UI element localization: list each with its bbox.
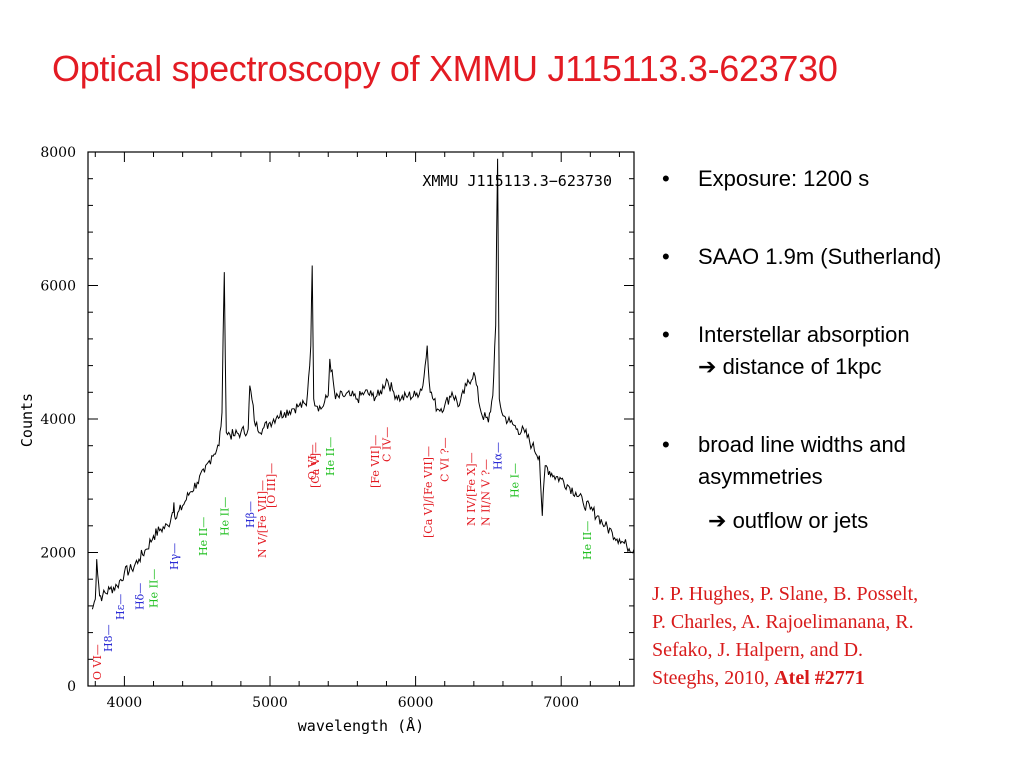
line-label: H8—	[102, 624, 115, 652]
line-label: He I—	[508, 463, 521, 498]
bullet-dot: •	[662, 432, 670, 457]
line-label: [Fe VII]—	[369, 435, 382, 488]
arrow-icon: ➔	[698, 354, 717, 379]
slide-title: Optical spectroscopy of XMMU J115113.3-6…	[52, 48, 838, 89]
y-axis-label: Counts	[18, 393, 36, 447]
bullet-text: SAAO 1.9m (Sutherland)	[698, 244, 942, 269]
y-tick-label: 4000	[40, 412, 76, 428]
line-label: He II—	[197, 517, 210, 556]
line-label: He II—	[148, 569, 161, 608]
line-label: O VI—	[91, 644, 104, 680]
line-label: He II—	[218, 497, 231, 536]
x-tick-label: 6000	[398, 695, 434, 711]
bullet-dot: •	[662, 244, 670, 269]
subpoint-text: distance of 1kpc	[722, 354, 882, 379]
line-label: N II/N V ?—	[480, 459, 493, 526]
bullet-text: Interstellar absorption	[698, 322, 910, 347]
chart-axes: 4000 5000 6000 7000 0 2000 4000 6000 8000	[40, 145, 635, 711]
citation-line: Steeghs, 2010, Atel #2771	[652, 664, 1012, 692]
y-tick-label: 0	[67, 679, 76, 695]
chart-title: XMMU J115113.3−623730	[422, 172, 612, 190]
citation-authors-end: Steeghs, 2010,	[652, 667, 775, 689]
line-label: Hβ—	[244, 501, 257, 528]
bullet-continuation: asymmetries	[698, 464, 823, 489]
line-label: C IV—	[381, 427, 394, 462]
line-label: [Ca V]—	[309, 442, 322, 488]
line-label: Hδ—	[133, 583, 146, 610]
x-tick-label: 7000	[543, 695, 579, 711]
line-label: O VI—	[306, 444, 319, 480]
y-tick-label: 6000	[40, 279, 76, 295]
x-tick-label: 5000	[252, 695, 288, 711]
line-label: He II—	[324, 437, 337, 476]
x-tick-label: 4000	[107, 695, 143, 711]
bullet-text: Exposure: 1200 s	[698, 166, 870, 191]
bullet-dot: •	[662, 322, 670, 347]
arrow-icon: ➔	[708, 508, 727, 533]
x-axis-label: wavelength (Å)	[298, 716, 424, 735]
spectrum-line	[91, 158, 635, 610]
line-identifications: O VI—H8—Hε— Hδ— He II—Hγ—He II—He II— Hβ— N …	[91, 427, 594, 680]
citation: J. P. Hughes, P. Slane, B. Posselt, P. C…	[652, 580, 1012, 692]
line-label: C VI ?—	[439, 437, 452, 482]
spectrum-series	[91, 158, 635, 610]
bullet-dot: •	[662, 166, 670, 191]
line-label: [O III]—	[265, 463, 278, 508]
y-tick-label: 8000	[40, 145, 76, 161]
bullet-text: broad line widths and	[698, 432, 906, 457]
citation-line: J. P. Hughes, P. Slane, B. Posselt,	[652, 583, 919, 605]
plot-frame	[87, 151, 635, 687]
subpoint-text: outflow or jets	[732, 508, 869, 533]
line-label: N V/[Fe VII]—	[256, 480, 269, 558]
citation-line: P. Charles, A. Rajoelimanana, R.	[652, 611, 914, 633]
y-tick-label: 2000	[40, 546, 76, 562]
line-label: Hα—	[492, 442, 505, 470]
citation-line: Sefako, J. Halpern, and D.	[652, 639, 864, 661]
line-label: Hγ—	[168, 543, 181, 570]
line-label: [Ca V]/[Fe VII]—	[422, 446, 435, 538]
line-label: He II—	[581, 521, 594, 560]
line-label: N IV/[Fe X]—	[465, 452, 478, 526]
line-label: Hε—	[114, 594, 127, 620]
absorption-subpoint: ➔ distance of 1kpc	[698, 354, 882, 380]
linewidths-subpoint: ➔ outflow or jets	[708, 508, 868, 534]
atel-reference: Atel #2771	[774, 667, 865, 689]
